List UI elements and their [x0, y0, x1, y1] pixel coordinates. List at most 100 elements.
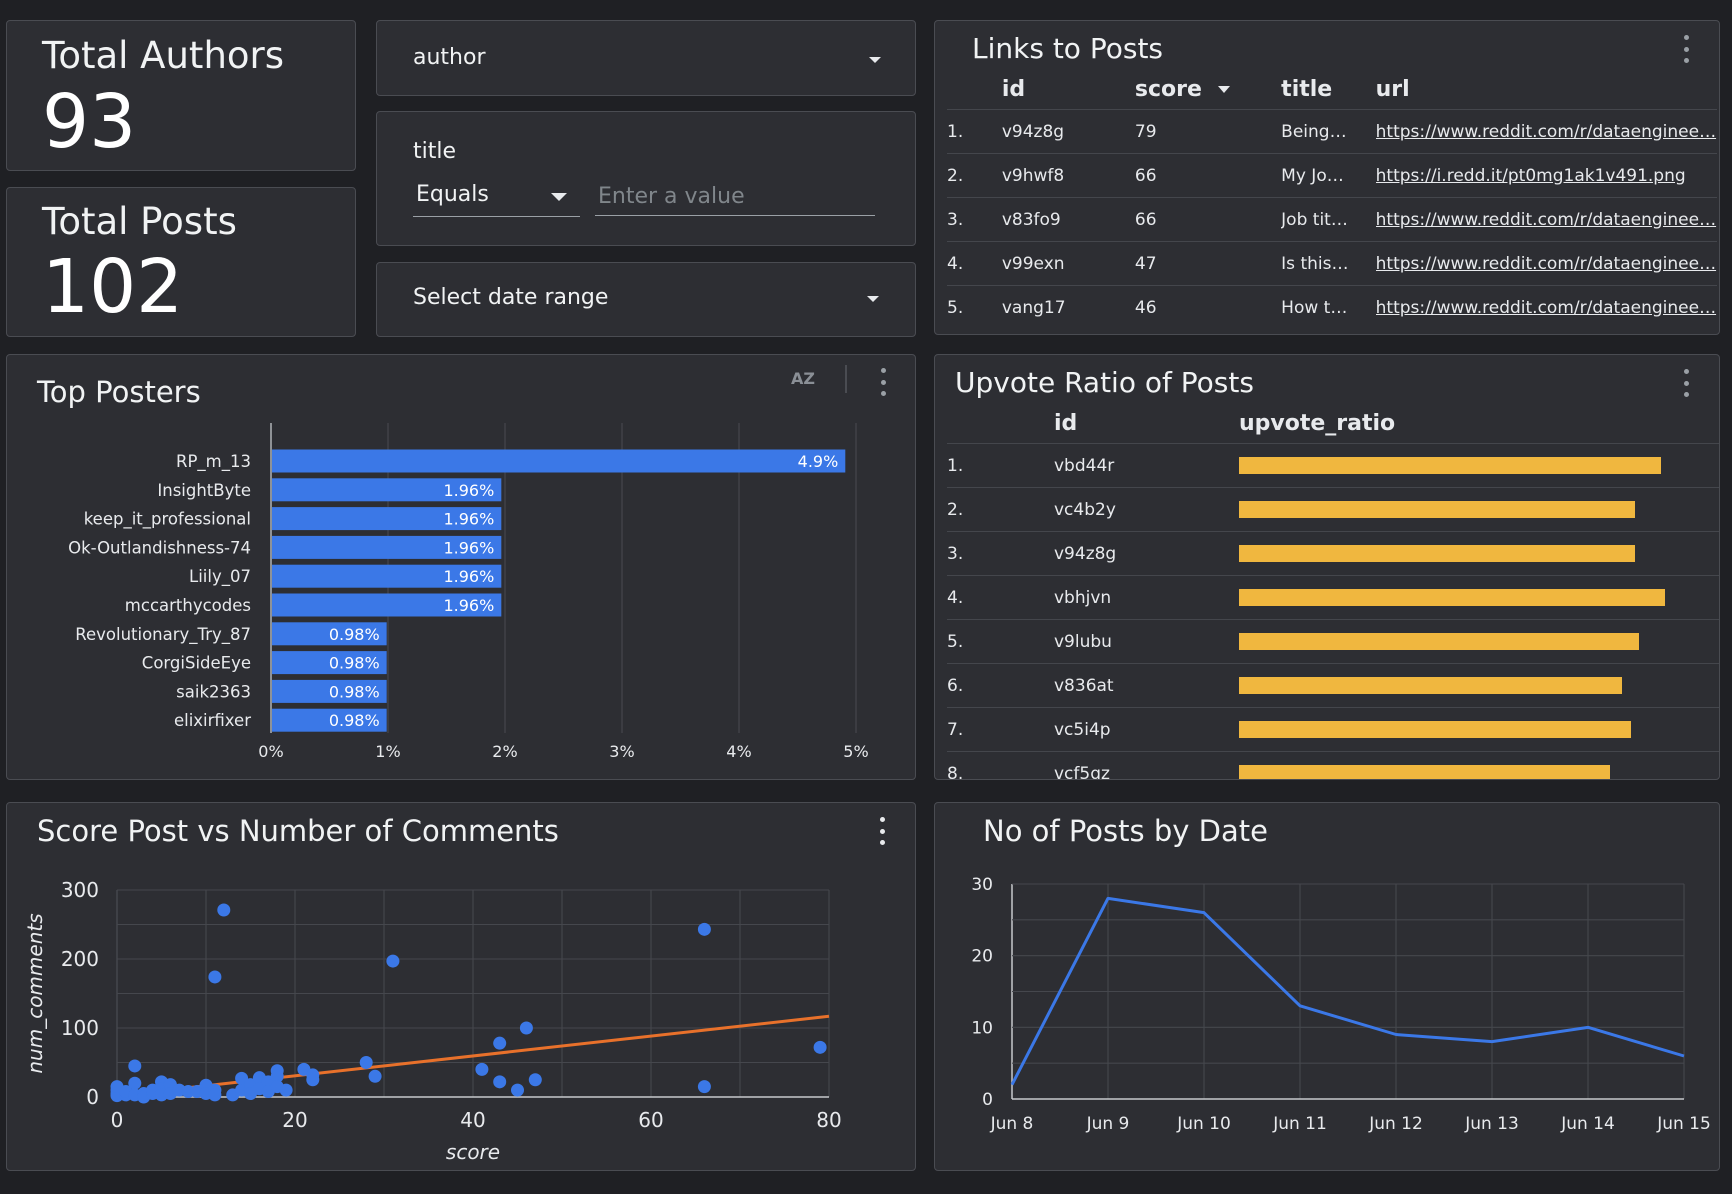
sort-desc-icon	[1217, 86, 1230, 93]
data-point	[208, 1088, 222, 1102]
bar-value-label: 0.98%	[329, 682, 380, 701]
operator-select-value: Equals	[416, 182, 489, 207]
column-header-title[interactable]: title	[1281, 76, 1333, 102]
upvote-ratio-bar	[1239, 765, 1610, 779]
author-filter-label: author	[413, 45, 486, 70]
data-point	[181, 1084, 195, 1098]
top-posters-bar-chart: 0% 1% 2% 3% 4% 5% RP_m_13 4.9% InsightByte 1.96% k…	[68, 423, 869, 761]
cell-id: vbhjvn	[1054, 575, 1239, 620]
cell-title: Being…	[1281, 109, 1376, 154]
date-range-picker[interactable]: Select date range	[376, 262, 916, 337]
posts-by-date-line-chart: Jun 8 Jun 9 Jun 10 Jun 11 Jun 12 Jun 13 Jun 14…	[971, 875, 1710, 1134]
total-authors-label: Total Authors	[42, 34, 285, 77]
y-axis-title: num_comments	[23, 913, 47, 1073]
x-tick-label: Jun 13	[1464, 1114, 1519, 1134]
cell-upvote-ratio	[1239, 619, 1719, 664]
sort-az-icon[interactable]: AZ	[791, 369, 815, 388]
operator-select[interactable]: Equals	[413, 178, 580, 217]
data-point	[279, 1083, 293, 1097]
cell-url-link[interactable]: https://www.reddit.com/r/dataenginee…	[1375, 285, 1717, 329]
upvote-ratio-bar	[1239, 677, 1623, 694]
upvote-ratio-bar	[1239, 721, 1631, 738]
row-number: 3.	[947, 197, 1002, 242]
column-header-url[interactable]: url	[1375, 76, 1410, 102]
y-tick-label: 30	[971, 875, 993, 895]
posts-by-date-title: No of Posts by Date	[983, 814, 1268, 848]
column-header-score[interactable]: score	[1135, 69, 1281, 110]
category-label: mccarthycodes	[125, 596, 251, 615]
y-tick-label: 10	[971, 1018, 993, 1038]
links-table: id score title url 1. v94z8g 79 Being… https…	[947, 69, 1717, 329]
top-posters-title: Top Posters	[37, 375, 201, 409]
category-label: Ok-Outlandishness-74	[68, 538, 251, 557]
column-header-score-label: score	[1134, 76, 1202, 102]
table-row[interactable]: 6. v836at	[947, 663, 1719, 708]
table-row[interactable]: 1. vbd44r	[947, 443, 1719, 488]
upvote-ratio-bar	[1239, 501, 1636, 518]
table-header-row: id score title url	[947, 69, 1717, 110]
bar	[272, 507, 502, 531]
table-row[interactable]: 3. v83fo9 66 Job tit… https://www.reddit.com…	[947, 197, 1717, 242]
bar-value-label: 1.96%	[443, 510, 494, 529]
upvote-ratio-bar	[1239, 589, 1665, 606]
table-row[interactable]: 8. vcf5qz	[947, 751, 1719, 779]
chevron-down-icon	[869, 57, 881, 63]
more-options-icon[interactable]	[1682, 35, 1690, 63]
y-tick-label: 200	[61, 947, 99, 971]
author-filter-dropdown[interactable]: author	[376, 20, 916, 96]
bar	[272, 651, 387, 675]
x-tick-label: Jun 8	[990, 1114, 1034, 1134]
cell-id: vang17	[1001, 285, 1135, 329]
column-header-id[interactable]: id	[1054, 410, 1078, 436]
bar	[272, 535, 502, 559]
y-tick-label: 0	[982, 1090, 993, 1110]
bar-value-label: 0.98%	[329, 625, 380, 644]
upvote-ratio-bar	[1239, 633, 1640, 650]
table-row[interactable]: 7. vc5i4p	[947, 707, 1719, 752]
more-options-icon[interactable]	[878, 817, 886, 845]
upvote-ratio-bar	[1239, 545, 1636, 562]
data-point	[359, 1056, 373, 1069]
column-header-id[interactable]: id	[1001, 76, 1026, 102]
column-header-upvote-ratio[interactable]: upvote_ratio	[1239, 410, 1396, 436]
cell-upvote-ratio	[1239, 707, 1719, 752]
title-value-input[interactable]	[595, 178, 875, 216]
table-row[interactable]: 2. vc4b2y	[947, 487, 1719, 532]
table-row[interactable]: 2. v9hwf8 66 My Jo… https://i.redd.it/pt0mg1…	[947, 153, 1717, 198]
x-tick-label: Jun 9	[1086, 1114, 1130, 1134]
cell-url-link[interactable]: https://www.reddit.com/r/dataenginee…	[1375, 197, 1717, 242]
cell-url-link[interactable]: https://www.reddit.com/r/dataenginee…	[1375, 241, 1717, 286]
more-options-icon[interactable]	[879, 368, 887, 396]
data-point	[368, 1069, 382, 1083]
table-header-row: id upvote_ratio	[947, 403, 1719, 444]
cell-url-link[interactable]: https://www.reddit.com/r/dataenginee…	[1375, 109, 1717, 154]
cell-score: 66	[1134, 197, 1282, 242]
table-row[interactable]: 5. vang17 46 How t… https://www.reddit.com/r…	[947, 285, 1717, 329]
category-label: elixirfixer	[174, 711, 251, 730]
score-vs-comments-chart-card: Score Post vs Number of Comments 0 20 40 60…	[6, 802, 916, 1171]
cell-id: vcf5qz	[1054, 751, 1239, 779]
data-point	[493, 1036, 507, 1050]
more-options-icon[interactable]	[1682, 369, 1690, 397]
data-point	[697, 1080, 711, 1094]
cell-url-link[interactable]: https://i.redd.it/pt0mg1ak1v491.png	[1375, 153, 1717, 198]
cell-title: My Jo…	[1281, 153, 1376, 198]
category-label: saik2363	[176, 682, 251, 701]
x-tick-label: 1%	[375, 742, 400, 761]
table-row[interactable]: 1. v94z8g 79 Being… https://www.reddit.com/r…	[947, 109, 1717, 154]
table-row[interactable]: 3. v94z8g	[947, 531, 1719, 576]
table-row[interactable]: 4. vbhjvn	[947, 575, 1719, 620]
links-table-title: Links to Posts	[972, 32, 1164, 65]
cell-score: 47	[1134, 241, 1282, 286]
y-tick-label: 100	[61, 1016, 99, 1040]
table-row[interactable]: 5. v9lubu	[947, 619, 1719, 664]
x-tick-label: Jun 11	[1272, 1114, 1327, 1134]
divider	[845, 365, 847, 393]
row-number: 4.	[947, 241, 1002, 286]
cell-upvote-ratio	[1239, 663, 1719, 708]
category-label: Liily_07	[189, 567, 251, 587]
x-tick-label: Jun 12	[1368, 1114, 1423, 1134]
x-tick-label: 80	[816, 1108, 841, 1132]
cell-id: vbd44r	[1054, 443, 1239, 488]
table-row[interactable]: 4. v99exn 47 Is this… https://www.reddit.com…	[947, 241, 1717, 286]
